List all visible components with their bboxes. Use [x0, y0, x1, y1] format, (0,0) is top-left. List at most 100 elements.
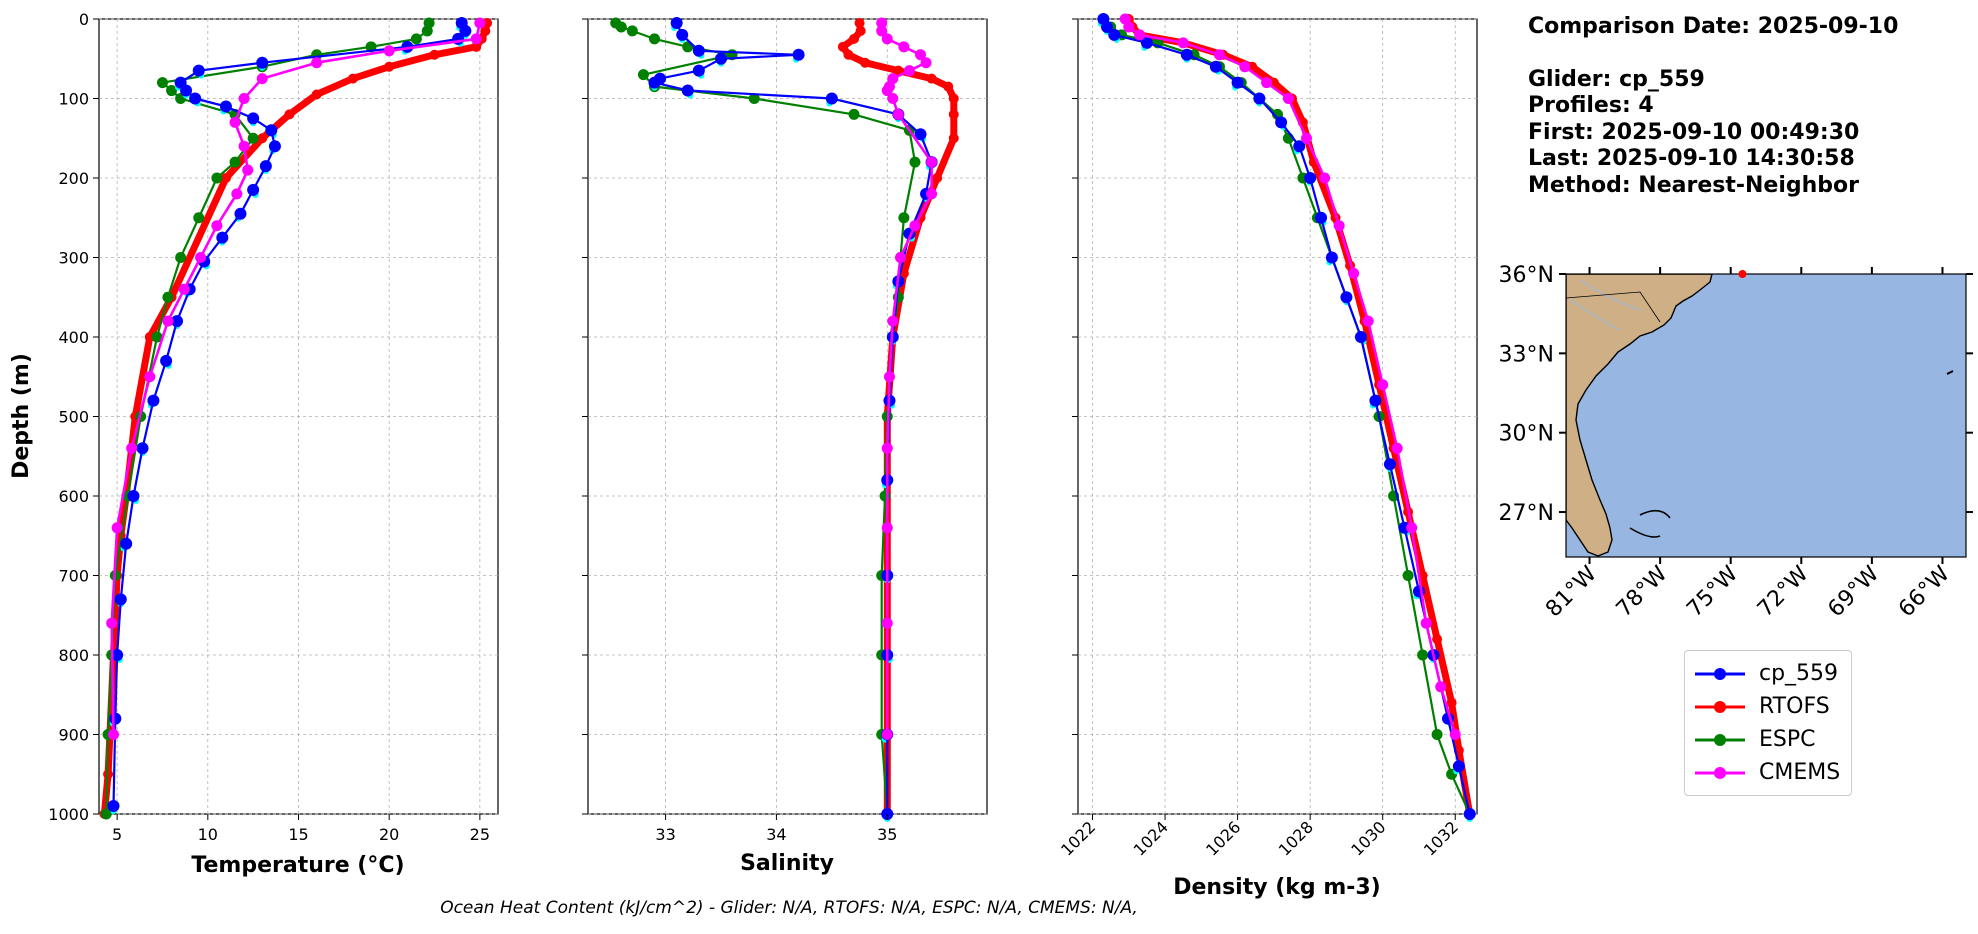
last-profile-time: Last: 2025-09-10 14:30:58 [1528, 146, 1855, 171]
salinity-point-cmems [920, 57, 932, 69]
profile-count: Profiles: 4 [1528, 93, 1654, 118]
first-profile-time: First: 2025-09-10 00:49:30 [1528, 119, 1860, 145]
temperature-point-espc [211, 172, 223, 184]
salinity-point-cmems [926, 188, 938, 200]
salinity-panel: 33 34 35 Salinity [582, 16, 988, 876]
density-point-espc [1417, 649, 1429, 661]
ocean-heat-content-footer: Ocean Heat Content (kJ/cm^2) - Glider: N… [440, 898, 1138, 918]
density-xtick-label-4: 1030 [1347, 817, 1389, 859]
temperature-point-cmems [211, 220, 223, 232]
density-point-glider [1101, 20, 1114, 33]
temperature-point-glider [247, 112, 260, 125]
temperature-point-rtofs [471, 41, 482, 52]
map-river-1 [1569, 299, 1621, 331]
depth-ytick-label-6: 600 [58, 487, 89, 506]
density-point-cmems [1134, 29, 1146, 41]
salinity-xlabel: Salinity [740, 851, 834, 876]
comparison-info-panel: Comparison Date: 2025-09-10 Glider: cp_5… [1528, 14, 1968, 199]
map-lat-label-1: 33°N [1499, 342, 1554, 367]
density-panel: 1022 1024 1026 1028 1030 1032 Density (kg m-3… [1057, 13, 1478, 900]
salinity-point-espc [748, 93, 760, 104]
density-point-glider [1140, 36, 1153, 49]
depth-ytick-label-7: 700 [58, 567, 89, 586]
density-xtick-label-0: 1022 [1057, 817, 1099, 859]
salinity-point-cmems [903, 65, 915, 77]
salinity-point-rtofs [893, 65, 904, 76]
salinity-point-espc [615, 21, 627, 33]
density-point-cmems [1449, 729, 1461, 740]
glider-location-map: 36°N 33°N 30°N 27°N 81°W 78°W 75°W 72°W 69°W 66°W [1499, 263, 1973, 622]
temperature-point-cmems [144, 371, 156, 383]
temperature-point-cmems [162, 315, 174, 327]
temperature-point-rtofs [257, 133, 268, 144]
density-point-glider [1180, 48, 1193, 61]
density-point-glider [1452, 760, 1465, 773]
temperature-point-cmems [311, 57, 323, 69]
density-point-glider [1293, 140, 1306, 153]
temperature-point-cmems [470, 33, 482, 45]
legend-swatch-cmems [1695, 766, 1745, 779]
map-land-us-coast [1566, 274, 1713, 557]
temperature-xtick-label-1: 10 [198, 825, 218, 844]
temperature-series-cmems [106, 17, 486, 740]
depth-ytick-label-3: 300 [58, 249, 89, 268]
density-point-rtofs [1446, 697, 1457, 708]
density-point-cmems [1301, 132, 1313, 144]
density-point-glider [1369, 394, 1382, 407]
map-lon-label-4: 69°W [1823, 561, 1884, 622]
density-point-cmems [1420, 617, 1432, 629]
salinity-point-glider [670, 16, 683, 29]
temperature-point-glider [160, 354, 173, 367]
salinity-point-cmems [881, 729, 893, 740]
density-point-glider [1354, 331, 1367, 343]
temperature-point-glider [107, 800, 120, 813]
map-lon-label-0: 81°W [1541, 561, 1602, 622]
map-bermuda [1946, 370, 1954, 375]
density-point-cmems [1348, 267, 1360, 279]
legend-label-rtofs: RTOFS [1759, 694, 1830, 719]
salinity-point-glider [676, 28, 689, 41]
density-point-glider [1209, 60, 1222, 73]
temperature-point-espc [193, 212, 205, 224]
map-lon-label-3: 72°W [1753, 561, 1814, 622]
salinity-point-rtofs [932, 173, 943, 183]
temperature-point-glider [189, 92, 202, 105]
salinity-point-rtofs [849, 33, 859, 44]
salinity-line-espc [615, 22, 917, 815]
salinity-point-glider [692, 64, 705, 77]
salinity-point-rtofs [926, 73, 937, 84]
salinity-point-cmems [881, 522, 893, 534]
temperature-point-glider [259, 160, 272, 173]
temperature-point-espc [156, 77, 168, 89]
salinity-point-glider [692, 44, 705, 57]
map-lat-label-3: 27°N [1499, 501, 1554, 526]
map-glider-location-marker [1738, 270, 1747, 278]
density-xtick-label-5: 1032 [1420, 817, 1462, 859]
salinity-point-rtofs [948, 109, 959, 120]
salinity-point-cmems [876, 17, 888, 29]
legend-entry-glider: cp_559 [1693, 657, 1843, 690]
salinity-point-cmems [887, 93, 899, 104]
depth-ytick-label-1: 100 [58, 90, 89, 109]
temperature-point-glider [247, 183, 260, 196]
density-point-glider [1253, 92, 1266, 105]
map-river-2 [1579, 279, 1641, 311]
map-state-border [1566, 291, 1661, 323]
salinity-point-glider [648, 76, 661, 89]
salinity-point-espc [879, 490, 891, 502]
salinity-point-cmems [892, 108, 904, 120]
density-point-glider [1304, 172, 1317, 184]
density-point-cmems [1391, 442, 1403, 454]
density-point-espc [1431, 729, 1443, 740]
temperature-point-cmems [238, 140, 250, 152]
interpolation-method: Method: Nearest-Neighbor [1528, 172, 1859, 198]
salinity-point-cmems [883, 371, 895, 383]
temperature-point-espc [151, 331, 163, 343]
temperature-point-glider [192, 64, 205, 77]
map-lon-label-5: 66°W [1894, 561, 1955, 622]
density-point-cmems [1123, 21, 1135, 33]
temperature-point-cmems [256, 73, 268, 85]
density-xtick-label-1: 1024 [1130, 817, 1172, 859]
salinity-xtick-label-1: 34 [766, 825, 786, 844]
legend-swatch-rtofs [1695, 700, 1745, 713]
